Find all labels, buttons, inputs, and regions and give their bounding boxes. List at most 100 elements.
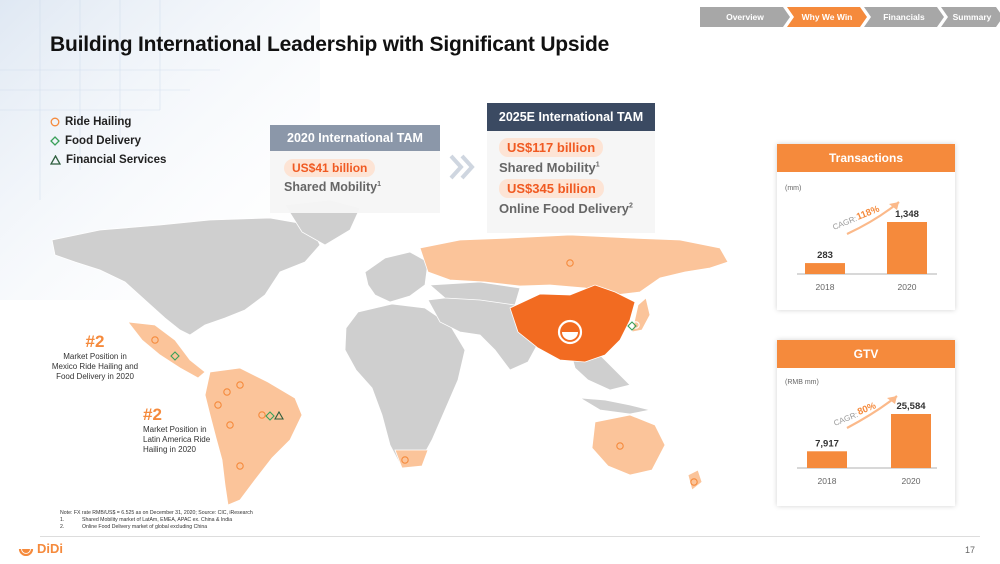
chart-unit: (RMB mm) (785, 379, 819, 386)
data-label: 25,584 (896, 401, 926, 412)
data-label: 1,348 (895, 209, 919, 220)
world-map (51, 200, 729, 506)
ride-hailing-marker (632, 321, 640, 329)
x-tick-label: 2018 (818, 476, 837, 486)
ride-hailing-marker (151, 336, 159, 344)
triangle-marker-icon (50, 154, 61, 165)
map-north-america (51, 217, 321, 336)
rank: #2 (85, 332, 105, 351)
position-text: Food Delivery in 2020 (56, 372, 134, 381)
food-delivery-marker (265, 411, 275, 421)
ride-hailing-marker (566, 259, 574, 267)
ride-hailing-marker (690, 478, 698, 486)
map-new-zealand (687, 469, 703, 491)
map-south-america (204, 367, 303, 506)
ride-hailing-marker (258, 411, 266, 419)
didi-logo: DiDi (18, 541, 63, 556)
footnote-source: Note: FX rate RMB/US$ = 6.525 as on Dece… (60, 510, 253, 516)
footnotes: Note: FX rate RMB/US$ = 6.525 as on Dece… (60, 510, 253, 531)
position-text: Market Position in (143, 425, 207, 434)
footer-divider (40, 536, 980, 537)
tam-2025-box: 2025E International TAM US$117 billion S… (487, 103, 655, 233)
nav-overview[interactable]: Overview (700, 7, 790, 27)
tam-2025-value-2: US$345 billion (499, 179, 604, 198)
tam-2020-label: Shared Mobility1 (284, 180, 381, 194)
map-africa (344, 303, 466, 469)
transactions-chart: (mm) CAGR: 118% 283 2018 1,348 2020 (785, 185, 937, 292)
nav-financials[interactable]: Financials (864, 7, 944, 27)
map-australia (591, 414, 666, 476)
diamond-marker-icon (50, 135, 60, 146)
tam-2025-header: 2025E International TAM (487, 103, 655, 131)
transactions-card: Transactions (mm) CAGR: 118% 283 2018 1,34… (777, 144, 955, 310)
map-europe (364, 251, 429, 303)
gtv-card: GTV (RMB mm) CAGR: 80% 7,917 2018 25,584 20… (777, 340, 955, 506)
legend: Ride Hailing Food Delivery Financial Ser… (50, 112, 166, 169)
page-number: 17 (964, 545, 975, 555)
ride-hailing-marker (236, 462, 244, 470)
didi-logo-icon (18, 548, 34, 556)
cagr-value: 80% (856, 400, 878, 418)
map-japan (631, 297, 651, 333)
legend-label: Food Delivery (65, 134, 142, 147)
ride-hailing-marker (226, 421, 234, 429)
bar-2018 (807, 451, 847, 468)
ride-hailing-marker (236, 381, 244, 389)
map-russia (419, 234, 729, 296)
legend-ride-hailing: Ride Hailing (50, 112, 166, 131)
x-tick-label: 2018 (816, 282, 835, 292)
transactions-header: Transactions (777, 144, 955, 172)
ride-hailing-marker (223, 388, 231, 396)
footnote-item: 1. Shared Mobility market of LatAm, EMEA,… (60, 517, 233, 523)
map-china (509, 284, 636, 363)
map-mexico (127, 321, 206, 379)
arrow-right-icon (449, 154, 475, 180)
rank: #2 (143, 405, 162, 424)
market-position-mexico: #2 Market Position in Mexico Ride Hailin… (45, 332, 145, 382)
map-indonesia (579, 397, 651, 415)
page-title: Building International Leadership with S… (50, 33, 610, 56)
bar-2018 (805, 263, 845, 274)
cagr-label: CAGR: (831, 214, 858, 232)
tam-2020-value: US$41 billion (284, 159, 376, 177)
legend-label: Financial Services (66, 153, 167, 166)
section-nav: Overview Why We Win Financials Summary (700, 7, 1000, 27)
circle-marker-icon (50, 117, 60, 126)
map-south-africa (394, 449, 429, 469)
gtv-chart: (RMB mm) CAGR: 80% 7,917 2018 25,584 2020 (785, 379, 937, 486)
tam-2020-box: 2020 International TAM US$41 billion Sha… (270, 125, 440, 213)
ride-hailing-marker (214, 401, 222, 409)
tam-2025-label-1: Shared Mobility1 (499, 160, 600, 175)
legend-food-delivery: Food Delivery (50, 131, 166, 150)
legend-label: Ride Hailing (65, 115, 132, 128)
food-delivery-marker (627, 321, 637, 331)
nav-why-we-win[interactable]: Why We Win (787, 7, 867, 27)
bar-2020 (891, 414, 931, 468)
didi-map-icon (557, 319, 583, 345)
market-position-latam: #2 Market Position in Latin America Ride… (143, 405, 223, 455)
position-text: Market Position in (63, 352, 127, 361)
nav-summary[interactable]: Summary (941, 7, 1000, 27)
legend-financial-services: Financial Services (50, 150, 166, 169)
cagr-value: 118% (855, 203, 882, 222)
bar-2020 (887, 222, 927, 274)
data-label: 7,917 (815, 438, 839, 449)
chart-unit: (mm) (785, 185, 801, 192)
logo-text: DiDi (37, 541, 63, 556)
tam-2025-label-2: Online Food Delivery2 (499, 201, 633, 216)
data-label: 283 (817, 250, 833, 261)
x-tick-label: 2020 (898, 282, 917, 292)
ride-hailing-marker (616, 442, 624, 450)
ride-hailing-marker (401, 456, 409, 464)
tam-2025-value-1: US$117 billion (499, 138, 604, 157)
x-tick-label: 2020 (902, 476, 921, 486)
financial-services-marker (274, 410, 284, 420)
position-text: Latin America Ride (143, 435, 211, 444)
tam-2020-header: 2020 International TAM (270, 125, 440, 151)
position-text: Hailing in 2020 (143, 445, 196, 454)
cagr-label: CAGR: (832, 410, 859, 428)
food-delivery-marker (170, 351, 180, 361)
footnote-item: 2. Online Food Delivery market of global … (60, 524, 208, 530)
gtv-header: GTV (777, 340, 955, 368)
position-text: Mexico Ride Hailing and (51, 362, 139, 371)
